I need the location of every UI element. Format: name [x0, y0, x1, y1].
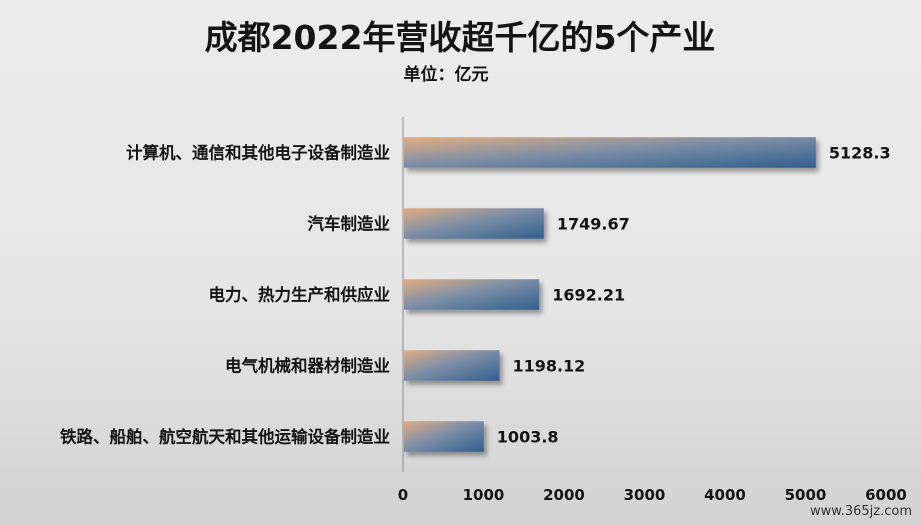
category-label-3: 电力、热力生产和供应业 — [209, 285, 391, 305]
bar-2 — [404, 208, 544, 239]
category-labels: 计算机、通信和其他电子设备制造业汽车制造业电力、热力生产和供应业电气机械和器材制… — [60, 143, 390, 447]
value-label-4: 1198.12 — [512, 357, 585, 376]
value-label-1: 5128.3 — [829, 144, 891, 163]
x-tick-label-1000: 1000 — [463, 486, 505, 504]
x-tick-label-6000: 6000 — [865, 486, 907, 504]
watermark: www.365jz.com — [810, 504, 912, 519]
category-label-5: 铁路、船舶、航空航天和其他运输设备制造业 — [60, 427, 390, 447]
category-label-2: 汽车制造业 — [308, 214, 391, 234]
value-label-3: 1692.21 — [552, 286, 625, 305]
value-label-2: 1749.67 — [557, 215, 630, 234]
x-axis-ticks: 0 1000 2000 3000 4000 5000 6000 — [398, 486, 907, 504]
x-tick-label-4000: 4000 — [704, 486, 746, 504]
value-labels: 5128.3 1749.67 1692.21 1198.12 1003.8 — [497, 144, 891, 447]
chart-title: 成都2022年营收超千亿的5个产业 — [205, 18, 716, 57]
x-tick-label-2000: 2000 — [543, 486, 585, 504]
x-tick-label-0: 0 — [398, 486, 408, 504]
chart-subtitle: 单位：亿元 — [404, 64, 489, 85]
bar-4 — [404, 350, 500, 381]
bar-5 — [404, 421, 484, 452]
category-label-4: 电气机械和器材制造业 — [225, 356, 390, 376]
bar-1 — [404, 137, 816, 168]
value-label-5: 1003.8 — [497, 428, 559, 447]
category-label-1: 计算机、通信和其他电子设备制造业 — [126, 143, 390, 163]
x-tick-label-5000: 5000 — [785, 486, 827, 504]
x-tick-label-3000: 3000 — [624, 486, 666, 504]
bar-3 — [404, 279, 540, 310]
bars — [404, 137, 816, 452]
